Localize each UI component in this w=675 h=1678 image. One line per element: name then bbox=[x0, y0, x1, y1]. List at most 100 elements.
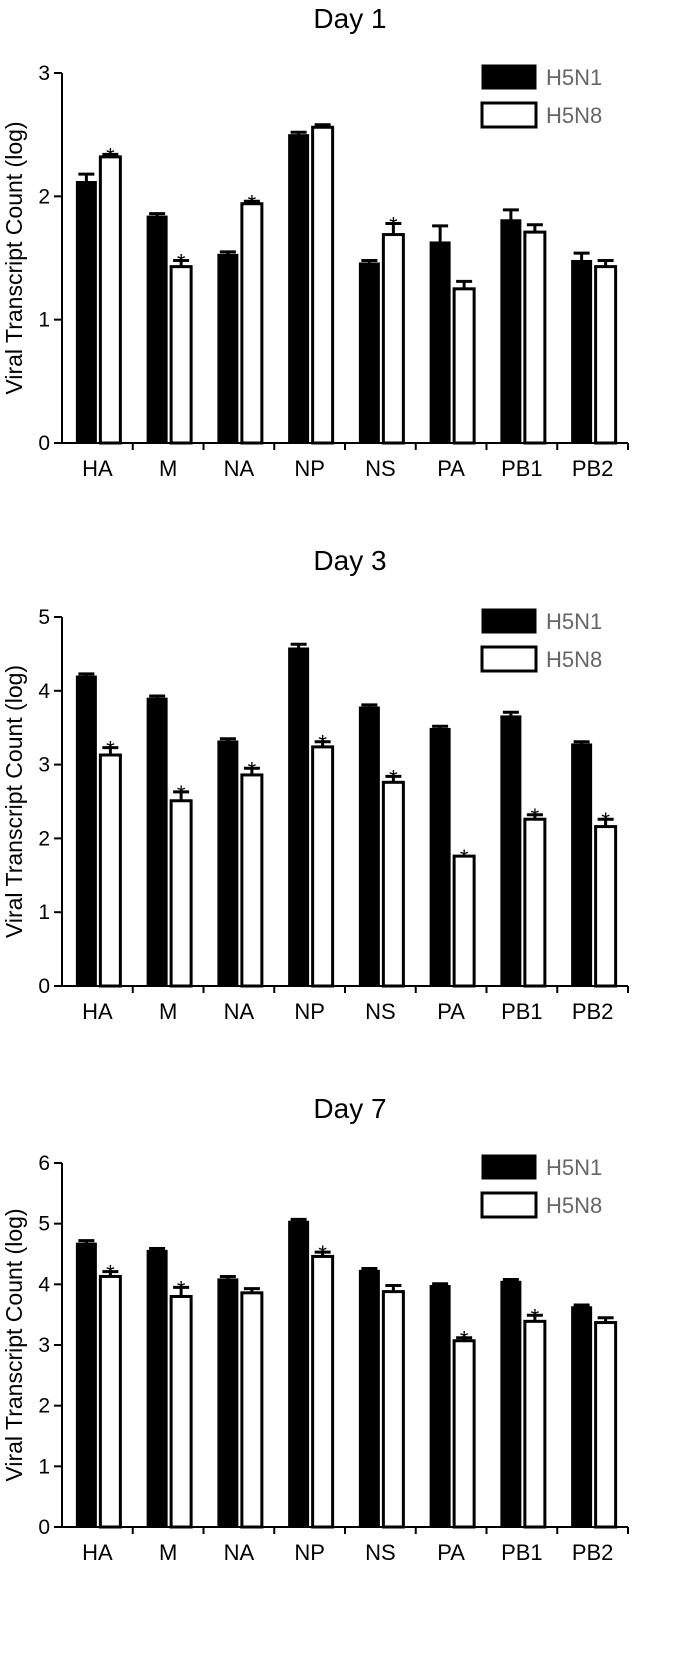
bar-h5n8 bbox=[452, 1339, 476, 1529]
y-tick-label: 4 bbox=[38, 1273, 50, 1296]
legend-swatch-h5n8 bbox=[480, 645, 538, 673]
x-tick-label: NP bbox=[294, 999, 325, 1024]
bar-h5n8 bbox=[98, 155, 122, 445]
legend-swatch-h5n8 bbox=[480, 1191, 538, 1219]
significance-star: * bbox=[248, 190, 257, 215]
bar-h5n1 bbox=[571, 259, 593, 444]
y-tick-label: 5 bbox=[38, 606, 50, 629]
y-tick-label: 3 bbox=[38, 754, 50, 777]
x-tick-label: NS bbox=[365, 1540, 396, 1565]
legend-swatch-h5n8 bbox=[480, 101, 538, 129]
chart-day-3: Day 3 Viral Transcript Count (log) 0 1 2 3 4 5 H… bbox=[0, 540, 675, 1070]
bar-h5n8 bbox=[311, 1254, 335, 1529]
y-tick-label: 0 bbox=[38, 975, 50, 998]
chart-title: Day 7 bbox=[313, 1093, 386, 1124]
x-tick-label: M bbox=[159, 456, 177, 481]
bar-h5n1 bbox=[358, 262, 380, 444]
bar-h5n1 bbox=[217, 740, 239, 987]
bar-h5n1 bbox=[358, 1269, 380, 1528]
bar-h5n1 bbox=[288, 1220, 310, 1528]
y-axis-label: Viral Transcript Count (log) bbox=[1, 665, 27, 938]
x-tick-label: NP bbox=[294, 456, 325, 481]
legend-label-h5n8: H5N8 bbox=[546, 647, 602, 672]
bar-h5n8 bbox=[98, 753, 122, 988]
bar-h5n8 bbox=[523, 817, 547, 988]
y-tick-label: 1 bbox=[38, 901, 50, 924]
bar-h5n8 bbox=[594, 1321, 618, 1529]
chart-title: Day 3 bbox=[313, 545, 386, 576]
x-tick-label: NP bbox=[294, 1540, 325, 1565]
chart-title: Day 1 bbox=[313, 3, 386, 34]
bar-h5n8 bbox=[311, 745, 335, 988]
bar-h5n8 bbox=[381, 1290, 405, 1529]
significance-star: * bbox=[106, 737, 115, 762]
bar-h5n8 bbox=[594, 265, 618, 445]
bar-h5n1 bbox=[429, 241, 451, 444]
chart-day-7-svg: Day 7 Viral Transcript Count (log) 0 1 2 3 4 5 6… bbox=[1, 1093, 629, 1565]
significance-star: * bbox=[318, 1241, 327, 1266]
bar-h5n1 bbox=[146, 697, 168, 987]
y-tick-label: 5 bbox=[38, 1213, 50, 1236]
y-tick-label: 3 bbox=[38, 62, 50, 85]
significance-star: * bbox=[106, 1261, 115, 1286]
significance-star: * bbox=[177, 1276, 186, 1301]
legend-swatch-h5n1 bbox=[481, 64, 537, 90]
bar-h5n1 bbox=[217, 253, 239, 444]
significance-star: * bbox=[177, 781, 186, 806]
bar-h5n8 bbox=[594, 825, 618, 988]
y-tick-label: 1 bbox=[38, 1455, 50, 1478]
chart-day-1-svg: Day 1 Viral Transcript Count (log) 0 1 2 3 HA *… bbox=[1, 3, 629, 481]
legend-label-h5n1: H5N1 bbox=[546, 1155, 602, 1180]
legend-swatch-h5n1 bbox=[481, 1154, 537, 1180]
bar-h5n1 bbox=[500, 219, 522, 444]
significance-star: * bbox=[318, 731, 327, 756]
bar-h5n8 bbox=[381, 233, 405, 445]
bar-h5n1 bbox=[288, 647, 310, 987]
bar-h5n8 bbox=[98, 1274, 122, 1529]
x-tick-label: NA bbox=[224, 1540, 255, 1565]
significance-star: * bbox=[389, 765, 398, 790]
bar-h5n1 bbox=[217, 1278, 239, 1528]
bar-h5n8 bbox=[240, 773, 264, 988]
x-tick-label: PA bbox=[437, 1540, 465, 1565]
x-tick-label: M bbox=[159, 999, 177, 1024]
x-tick-label: M bbox=[159, 1540, 177, 1565]
x-tick-label: NS bbox=[365, 999, 396, 1024]
significance-star: * bbox=[531, 804, 540, 829]
bar-h5n8 bbox=[452, 287, 476, 445]
x-tick-label: PB1 bbox=[501, 456, 543, 481]
y-tick-label: 4 bbox=[38, 680, 50, 703]
significance-star: * bbox=[601, 808, 610, 833]
y-axis-label: Viral Transcript Count (log) bbox=[1, 121, 27, 394]
x-tick-label: PA bbox=[437, 456, 465, 481]
significance-star: * bbox=[389, 212, 398, 237]
x-tick-label: HA bbox=[82, 999, 113, 1024]
bar-h5n1 bbox=[75, 181, 97, 444]
bar-h5n1 bbox=[500, 715, 522, 987]
bar-h5n8 bbox=[240, 1291, 264, 1529]
x-tick-label: NA bbox=[224, 456, 255, 481]
bar-h5n1 bbox=[75, 1242, 97, 1528]
significance-star: * bbox=[106, 143, 115, 168]
bar-h5n1 bbox=[358, 706, 380, 987]
x-tick-label: PB1 bbox=[501, 999, 543, 1024]
y-tick-label: 1 bbox=[38, 309, 50, 332]
x-tick-label: PB2 bbox=[572, 999, 614, 1024]
bar-h5n1 bbox=[571, 743, 593, 987]
bar-h5n1 bbox=[429, 727, 451, 987]
x-tick-label: PB1 bbox=[501, 1540, 543, 1565]
y-tick-label: 2 bbox=[38, 1395, 50, 1418]
x-tick-label: NA bbox=[224, 999, 255, 1024]
bar-h5n1 bbox=[146, 1249, 168, 1528]
bar-h5n1 bbox=[571, 1306, 593, 1528]
y-tick-label: 2 bbox=[38, 827, 50, 850]
bar-h5n8 bbox=[523, 1319, 547, 1529]
significance-star: * bbox=[531, 1304, 540, 1329]
y-tick-label: 0 bbox=[38, 1516, 50, 1539]
y-tick-label: 3 bbox=[38, 1334, 50, 1357]
bar-h5n8 bbox=[169, 265, 193, 445]
bar-h5n8 bbox=[523, 230, 547, 445]
x-tick-label: PA bbox=[437, 999, 465, 1024]
bar-h5n8 bbox=[452, 854, 476, 988]
chart-day-7: Day 7 Viral Transcript Count (log) 0 1 2 3 4 5 6… bbox=[0, 1085, 675, 1678]
